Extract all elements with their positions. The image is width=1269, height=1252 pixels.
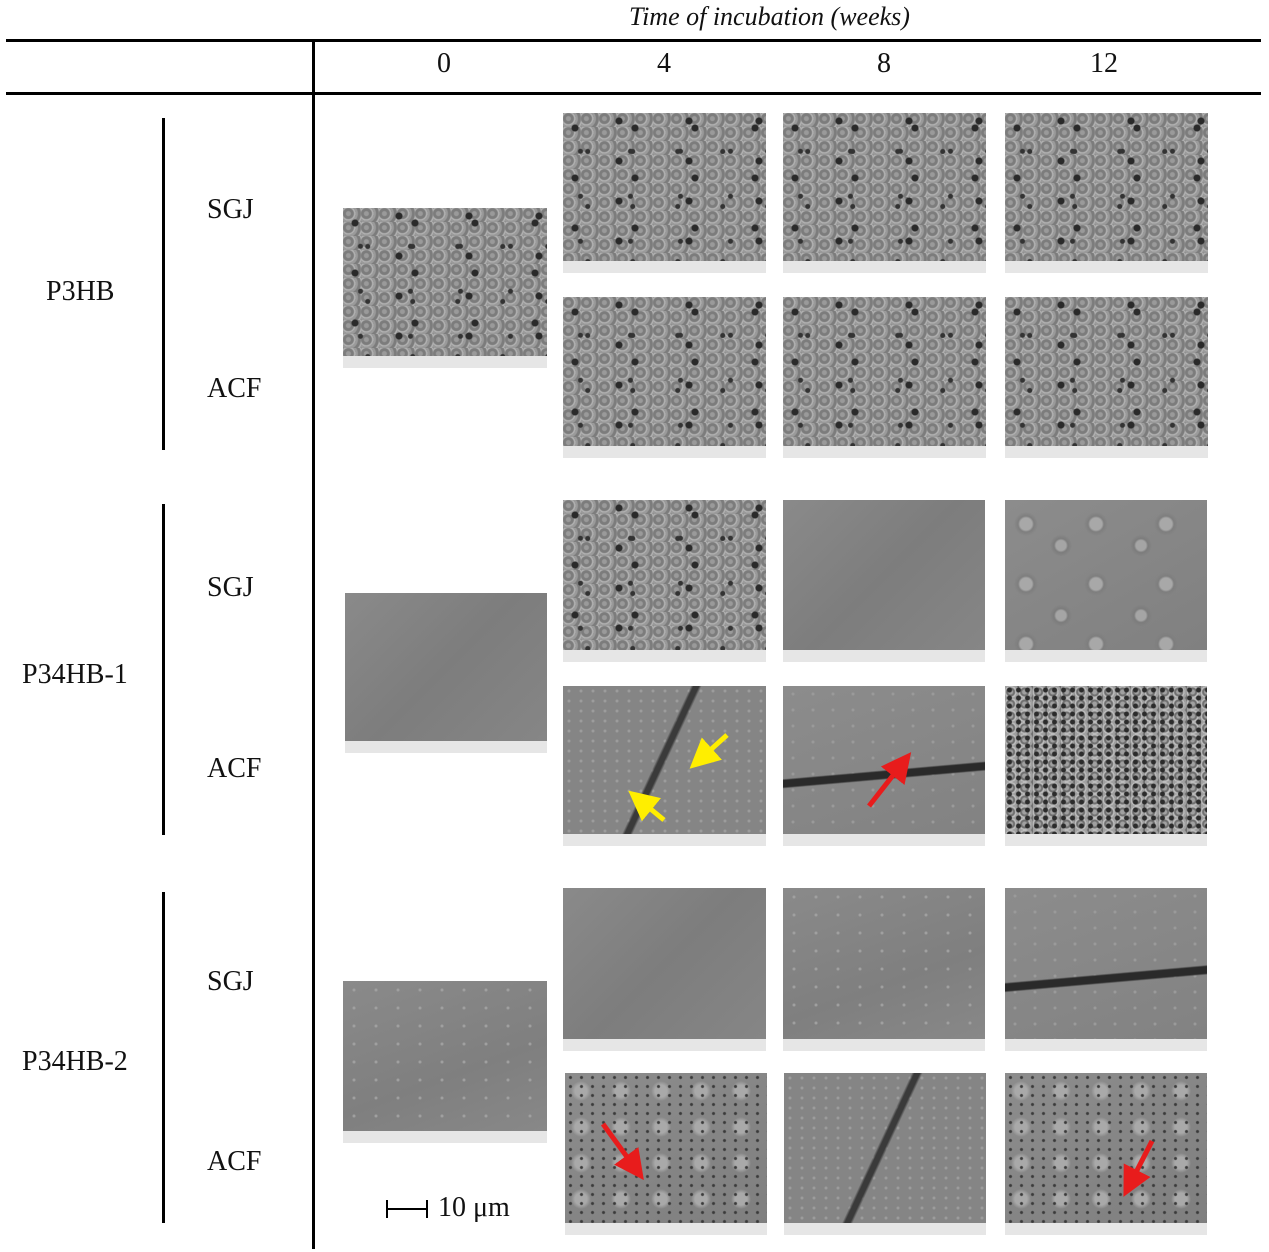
group-bracket-p34hb-2 (162, 892, 165, 1223)
sem-image-p3hb-sgj-week12 (1005, 113, 1208, 273)
red-arrow (867, 752, 912, 808)
scale-bar-icon (386, 1200, 428, 1218)
sem-image-p34hb-2-acf-week4 (565, 1073, 767, 1235)
yellow-arrow (689, 733, 729, 769)
red-arrow (600, 1122, 644, 1181)
group-label-p3hb: P3HB (46, 276, 115, 307)
row-label-sgj: SGJ (207, 194, 254, 225)
sem-image-p3hb-sgj-week8 (783, 113, 986, 273)
red-arrow (1123, 1139, 1155, 1197)
group-label-p34hb-2: P34HB-2 (22, 1046, 128, 1077)
column-label-4: 4 (657, 48, 671, 79)
sem-image-p34hb-2-acf-week12 (1005, 1073, 1207, 1235)
sem-image-p34hb-1-acf-week4 (563, 686, 766, 846)
row-label-acf: ACF (207, 753, 262, 784)
sem-image-p3hb-week0 (343, 208, 547, 368)
group-bracket-p34hb-1 (162, 504, 165, 835)
sem-image-p34hb-1-sgj-week4 (563, 500, 766, 662)
group-label-p34hb-1: P34HB-1 (22, 659, 128, 690)
sem-image-p34hb-2-sgj-week12 (1005, 888, 1207, 1051)
scale-bar-label: 10 μm (438, 1192, 510, 1223)
column-label-0: 0 (437, 48, 451, 79)
row-label-acf: ACF (207, 1146, 262, 1177)
column-label-12: 12 (1090, 48, 1118, 79)
sem-image-p34hb-2-sgj-week8 (783, 888, 985, 1051)
sem-image-p34hb-2-sgj-week4 (563, 888, 766, 1051)
sem-image-p3hb-sgj-week4 (563, 113, 766, 273)
sem-image-p34hb-1-sgj-week12 (1005, 500, 1207, 662)
sem-image-p3hb-acf-week4 (563, 297, 766, 458)
top-rule (6, 39, 1261, 42)
yellow-arrow (628, 790, 666, 822)
header-title: Time of incubation (weeks) (629, 2, 910, 31)
sem-image-p34hb-2-acf-week8 (784, 1073, 986, 1235)
row-label-sgj: SGJ (207, 966, 254, 997)
sem-image-p34hb-1-sgj-week8 (783, 500, 985, 662)
sem-image-p3hb-acf-week8 (783, 297, 986, 458)
row-label-sgj: SGJ (207, 572, 254, 603)
sem-image-p34hb-1-week0 (345, 593, 547, 753)
column-label-8: 8 (877, 48, 891, 79)
sem-image-p3hb-acf-week12 (1005, 297, 1208, 458)
sem-image-p34hb-1-acf-week12 (1005, 686, 1207, 846)
header-rule (6, 92, 1261, 95)
sem-image-p34hb-2-week0 (343, 981, 547, 1143)
group-bracket-p3hb (162, 118, 165, 450)
vertical-divider (312, 39, 315, 1249)
row-label-acf: ACF (207, 373, 262, 404)
